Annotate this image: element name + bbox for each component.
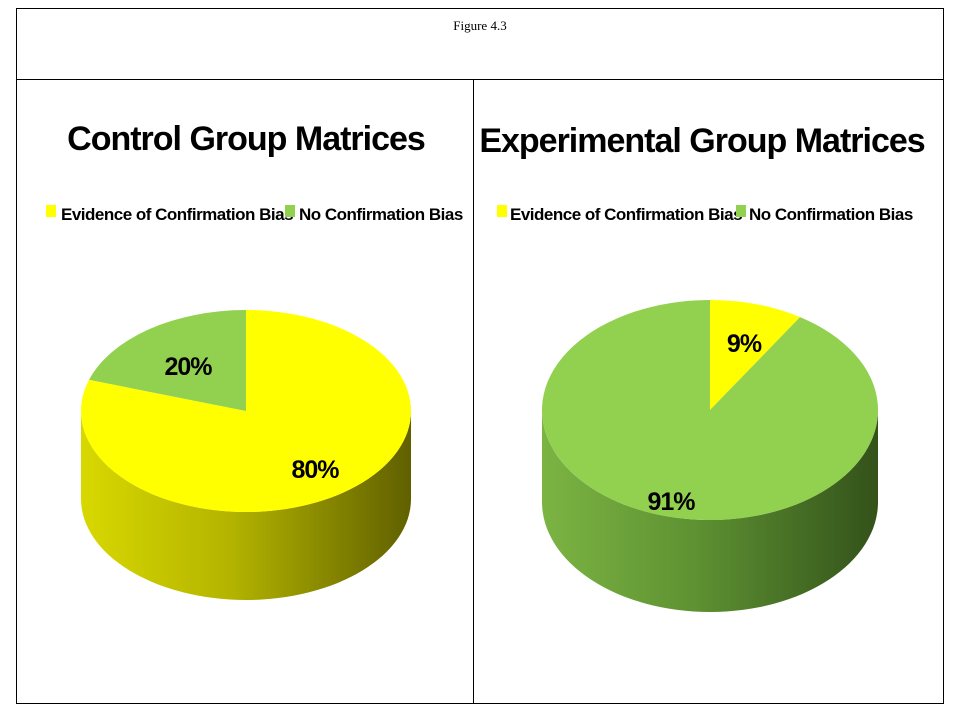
legend-label-evidence: Evidence of Confirmation Bias [510,205,742,224]
chart-title: Control Group Matrices [67,120,425,158]
pie [81,310,412,600]
pie-slice-evidence-side [81,411,411,600]
legend-swatch-evidence [46,205,56,217]
pie-slice-evidence [81,310,412,512]
pie-slice-no-bias [89,310,246,411]
pie-slice-no-bias-side [542,410,878,612]
experimental-group-chart: Experimental Group Matrices Evidence of … [479,122,926,612]
data-label-no-bias: 20% [164,353,212,381]
data-label-no-bias: 91% [647,488,695,516]
pie-slice-no-bias [542,300,878,520]
legend-swatch-no-bias [285,205,295,217]
data-label-evidence: 80% [291,456,339,484]
data-label-evidence: 9% [727,330,762,358]
legend-label-evidence: Evidence of Confirmation Bias [61,205,293,224]
legend: Evidence of Confirmation Bias No Confirm… [46,205,463,224]
control-group-chart: Control Group Matrices Evidence of Confi… [46,120,463,600]
legend-swatch-evidence [497,205,507,217]
legend-label-no-bias: No Confirmation Bias [749,205,913,224]
legend-label-no-bias: No Confirmation Bias [299,205,463,224]
pie-slice-evidence [710,300,801,410]
figure-caption-box: Figure 4.3 [16,8,944,80]
control-group-panel: Control Group Matrices Evidence of Confi… [16,79,474,704]
pie [542,300,878,612]
figure-caption: Figure 4.3 [453,18,507,33]
legend-swatch-no-bias [736,205,746,217]
chart-title: Experimental Group Matrices [479,122,924,160]
experimental-group-panel: Experimental Group Matrices Evidence of … [473,79,944,704]
legend: Evidence of Confirmation Bias No Confirm… [497,205,913,224]
